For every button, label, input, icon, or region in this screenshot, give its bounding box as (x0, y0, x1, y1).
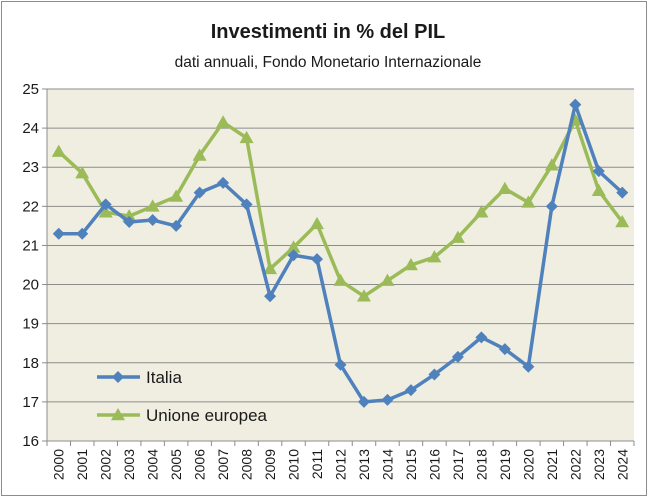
y-tick-label: 24 (22, 120, 39, 137)
data-point-triangle (356, 289, 371, 302)
data-point-triangle (497, 181, 512, 194)
legend-marker-diamond (112, 371, 124, 383)
data-point-triangle (427, 250, 442, 263)
x-tick-label: 2017 (450, 449, 466, 480)
data-point-triangle (286, 240, 301, 253)
data-point-diamond (475, 331, 488, 344)
legend: Italia Unione europea (97, 368, 268, 425)
data-point-triangle (75, 166, 90, 179)
x-tick-label: 2009 (262, 449, 278, 480)
data-point-diamond (381, 393, 394, 406)
data-point-triangle (310, 216, 325, 230)
data-point-triangle (333, 273, 348, 286)
y-tick-label: 25 (22, 81, 39, 98)
data-point-triangle (169, 189, 184, 202)
x-tick-label: 2002 (98, 449, 114, 480)
data-point-diamond (240, 198, 253, 211)
x-tick-label: 2020 (520, 449, 536, 480)
legend-label: Italia (146, 368, 182, 387)
data-point-triangle (51, 144, 66, 157)
data-point-diamond (123, 215, 136, 228)
data-point-triangle (192, 148, 207, 161)
y-tick-label: 19 (22, 316, 39, 333)
x-tick-label: 2021 (544, 449, 560, 480)
data-point-triangle (263, 261, 278, 275)
x-tick-label: 2001 (74, 449, 90, 480)
x-tick-label: 2024 (614, 449, 630, 480)
x-tick-label: 2011 (309, 449, 325, 479)
data-point-diamond (428, 368, 441, 381)
x-tick-label: 2000 (51, 449, 67, 480)
data-point-diamond (522, 360, 535, 373)
chart-title: Investimenti in % del PIL (211, 21, 446, 43)
data-point-diamond (334, 358, 347, 371)
data-point-triangle (216, 115, 231, 128)
data-point-diamond (52, 227, 65, 240)
data-point-diamond (569, 98, 582, 111)
data-point-triangle (544, 158, 559, 171)
data-point-diamond (592, 165, 605, 178)
legend-marker-triangle (111, 408, 125, 421)
x-tick-label: 2019 (497, 449, 513, 480)
data-point-triangle (98, 205, 113, 218)
x-tick-label: 2006 (192, 449, 208, 480)
data-point-diamond (545, 200, 558, 213)
x-tick-label: 2008 (239, 449, 255, 480)
x-tick-label: 2014 (379, 449, 395, 480)
data-point-diamond (264, 290, 277, 303)
y-tick-label: 16 (22, 433, 39, 450)
x-tick-label: 2007 (215, 449, 231, 480)
x-tick-label: 2012 (333, 449, 349, 480)
x-tick-label: 2013 (356, 449, 372, 480)
x-tick-label: 2016 (426, 449, 442, 480)
data-point-diamond (193, 186, 206, 199)
data-point-diamond (404, 384, 417, 397)
x-tick-label: 2010 (286, 449, 302, 480)
data-point-triangle (450, 230, 465, 243)
data-point-diamond (217, 176, 230, 189)
data-point-diamond (451, 350, 464, 363)
y-tick-label: 20 (22, 277, 39, 294)
data-point-triangle (380, 273, 395, 286)
data-point-diamond (76, 227, 89, 240)
data-point-triangle (239, 130, 254, 144)
chart-subtitle: dati annuali, Fondo Monetario Internazio… (175, 54, 482, 71)
data-point-diamond (170, 219, 183, 232)
data-point-diamond (357, 395, 370, 408)
data-point-triangle (521, 195, 536, 208)
x-tick-label: 2015 (403, 449, 419, 480)
x-tick-label: 2004 (145, 449, 161, 480)
x-tick-label: 2022 (567, 449, 583, 480)
data-point-triangle (474, 205, 489, 218)
y-tick-label: 22 (22, 198, 39, 215)
x-tick-label: 2018 (473, 449, 489, 480)
data-point-triangle (591, 183, 606, 196)
data-point-triangle (615, 214, 630, 228)
data-point-diamond (311, 253, 324, 266)
y-tick-label: 18 (22, 355, 39, 372)
data-point-diamond (146, 214, 159, 227)
x-tick-label: 2005 (168, 449, 184, 480)
data-point-triangle (145, 199, 160, 212)
data-point-diamond (99, 198, 112, 211)
x-tick-label: 2003 (121, 449, 137, 480)
data-point-diamond (287, 249, 300, 262)
y-tick-label: 21 (22, 237, 39, 254)
plot-background (47, 89, 634, 441)
x-tick-label: 2023 (591, 449, 607, 480)
legend-label: Unione europea (146, 406, 268, 425)
data-point-triangle (403, 258, 418, 271)
data-point-diamond (498, 343, 511, 356)
y-tick-label: 17 (22, 394, 39, 411)
data-point-diamond (616, 186, 629, 199)
y-tick-label: 23 (22, 159, 39, 176)
